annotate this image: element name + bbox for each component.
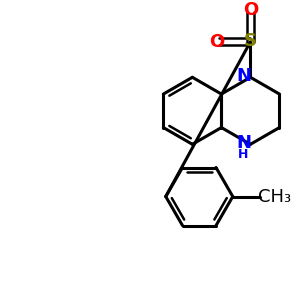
Text: O: O [243,1,258,19]
Text: H: H [238,148,249,161]
Text: O: O [209,33,224,51]
Text: S: S [244,32,257,50]
Text: N: N [236,134,251,152]
Text: N: N [236,67,251,85]
Text: CH₃: CH₃ [258,188,291,206]
